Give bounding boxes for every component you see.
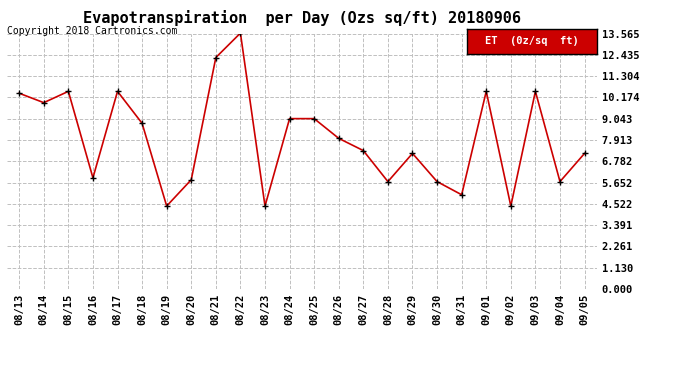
Text: Copyright 2018 Cartronics.com: Copyright 2018 Cartronics.com: [7, 26, 177, 36]
Title: Evapotranspiration  per Day (Ozs sq/ft) 20180906: Evapotranspiration per Day (Ozs sq/ft) 2…: [83, 10, 521, 26]
